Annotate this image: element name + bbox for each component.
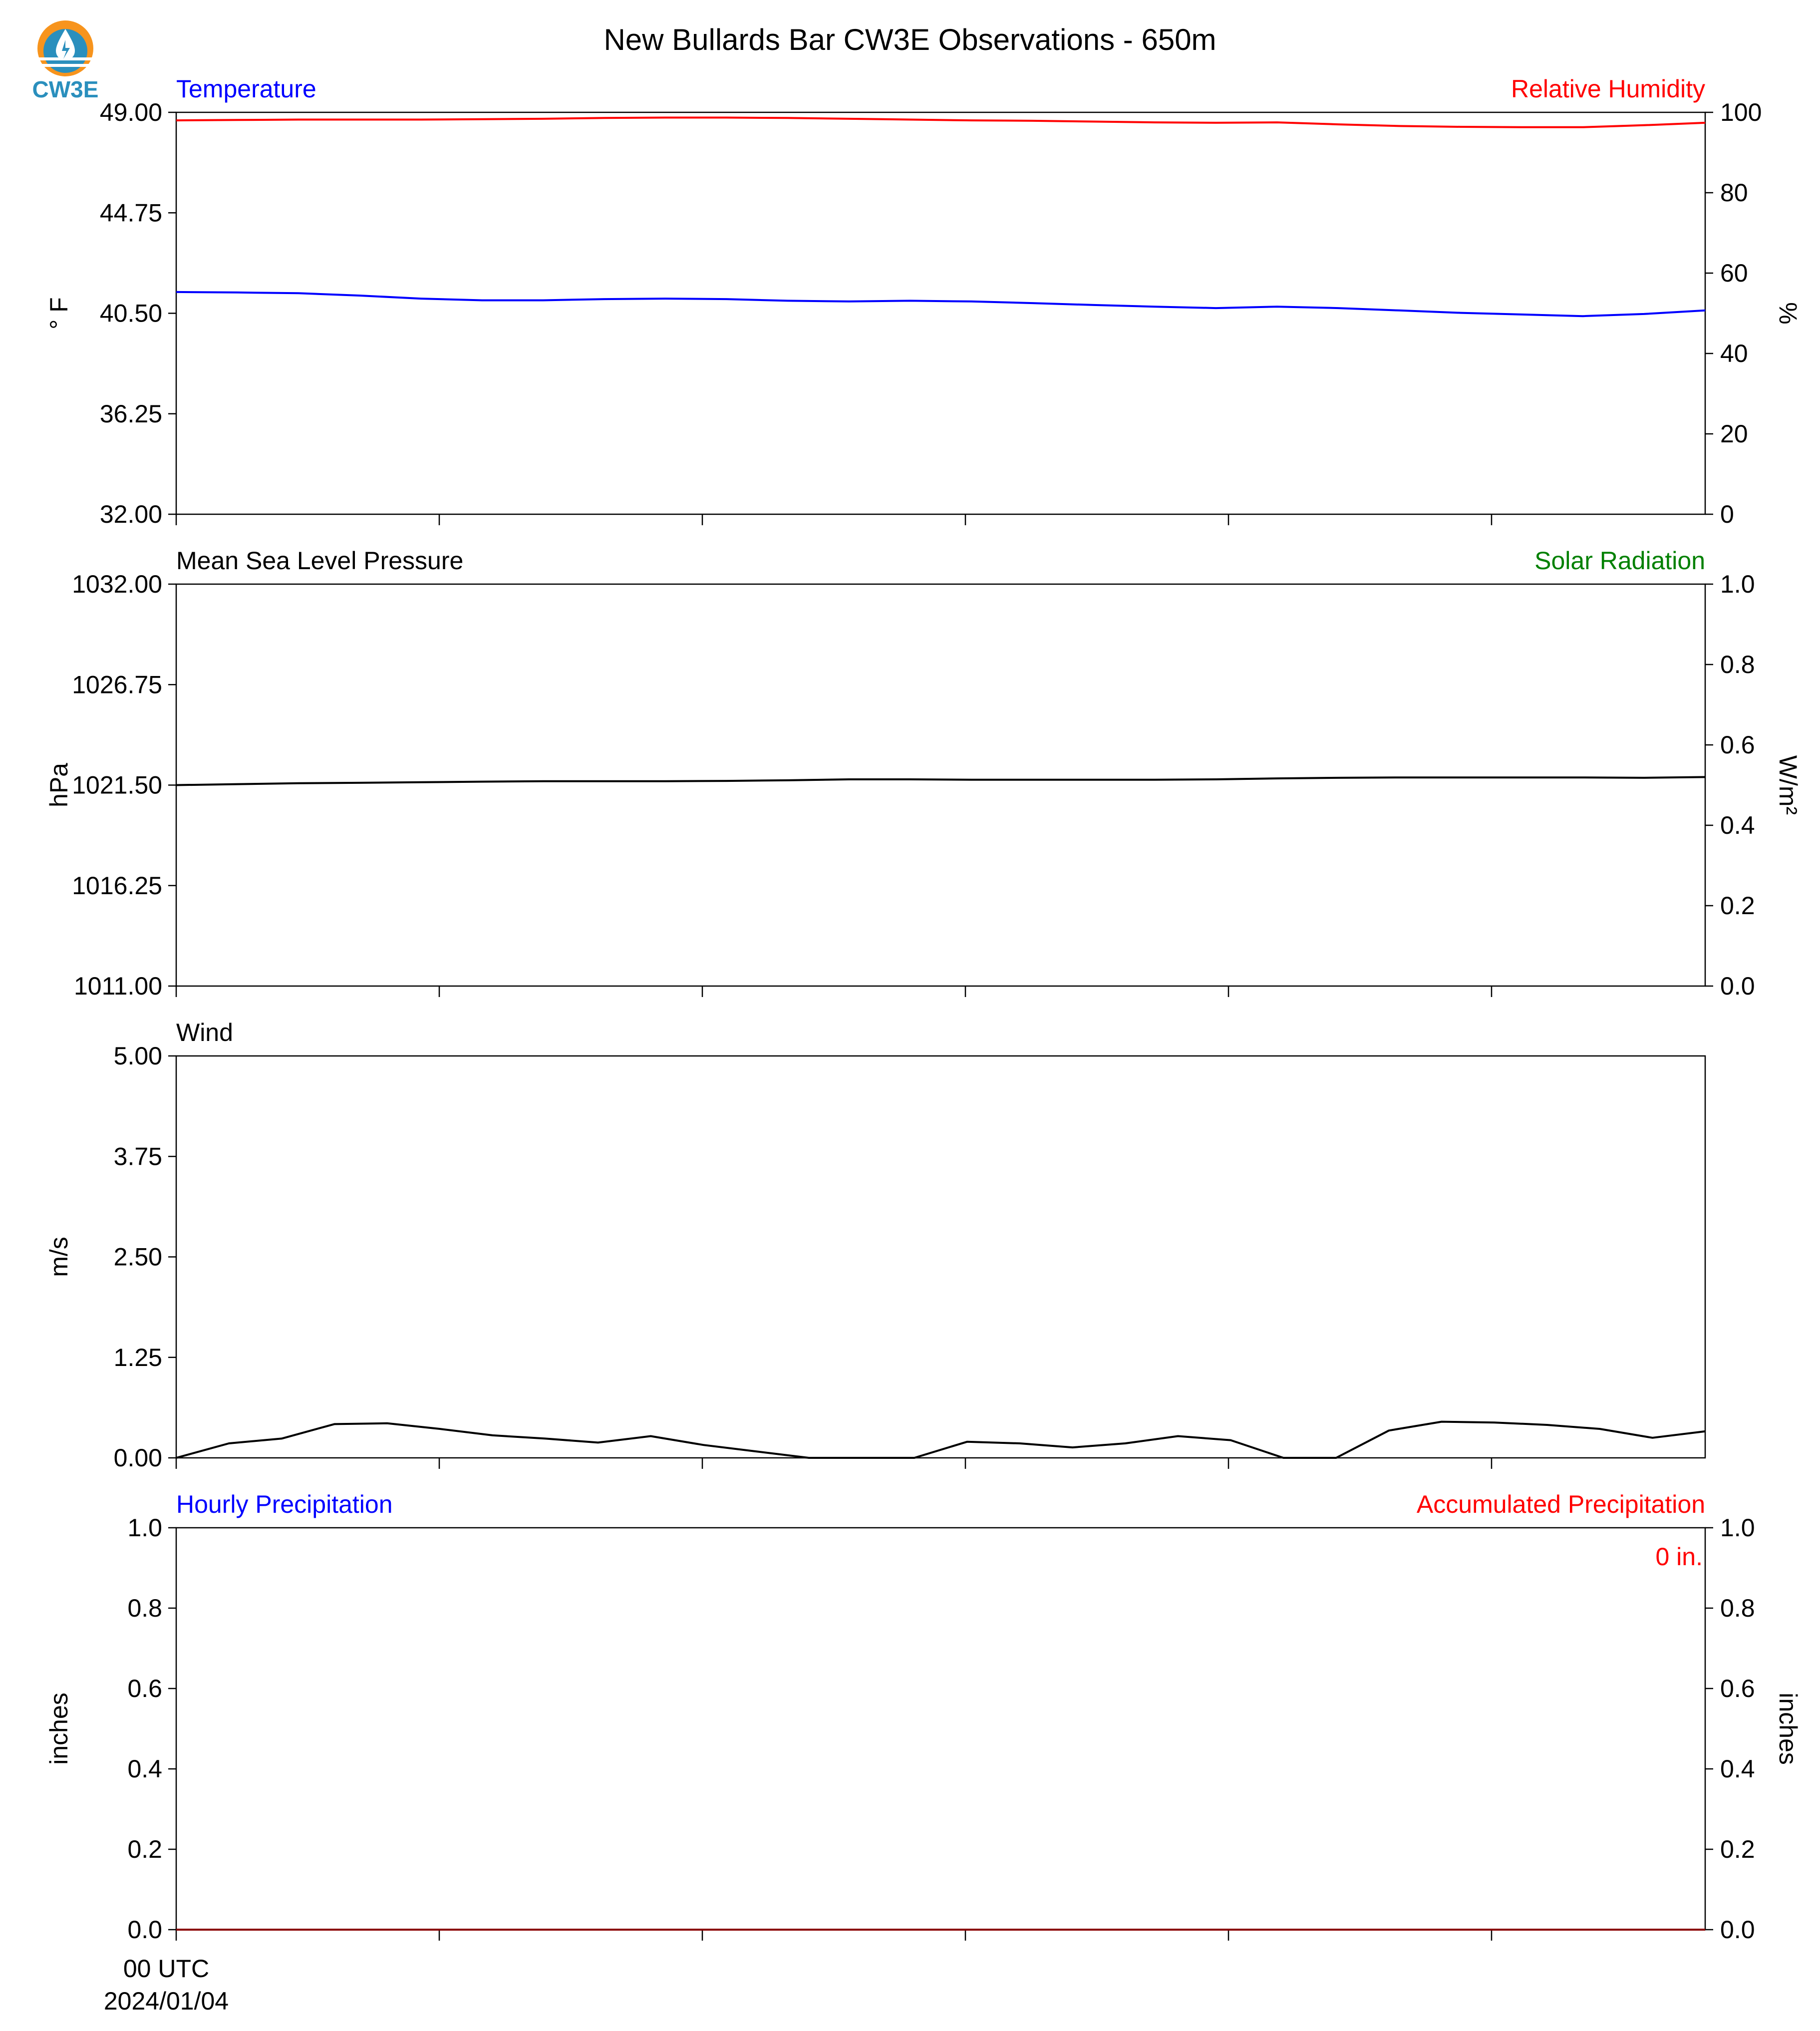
y-tick-label-right: 0.4 [1720, 811, 1755, 839]
logo-text: CW3E [32, 76, 99, 102]
series-line-1 [176, 776, 1706, 786]
y-tick-label-left: 1011.00 [74, 972, 162, 1000]
y-tick-label-left: 49.00 [100, 98, 162, 126]
y-axis-label-right: W/m² [1774, 755, 1802, 815]
panel-title-right: Relative Humidity [1511, 75, 1705, 103]
y-tick-label-right: 0.2 [1720, 892, 1755, 920]
series-line-2 [176, 116, 1706, 128]
y-tick-label-left: 44.75 [100, 199, 162, 227]
y-tick-label-left: 0.2 [127, 1835, 162, 1863]
panel-4: 0.0 0.2 0.4 0.6 0.8 1.0 0.0 0.2 0.4 0.6 0.8 1.0 Hour… [45, 1490, 1802, 1944]
cw3e-logo: CW3E [32, 20, 99, 102]
y-tick-label-right: 0.6 [1720, 731, 1755, 759]
series-line-1 [176, 291, 1706, 318]
y-tick-label-right: 0.0 [1720, 1916, 1755, 1944]
y-tick-label-right: 0.2 [1720, 1835, 1755, 1863]
y-axis-label-right: % [1774, 302, 1802, 324]
y-tick-label-right: 0.4 [1720, 1755, 1755, 1783]
y-tick-label-right: 80 [1720, 179, 1748, 207]
y-axis-label-right: inches [1774, 1692, 1802, 1765]
y-axis-label-left: m/s [45, 1237, 73, 1277]
y-tick-label-right: 1.0 [1720, 570, 1755, 598]
panel-title-left: Wind [176, 1018, 233, 1046]
y-tick-label-right: 0.0 [1720, 972, 1755, 1000]
y-tick-label-left: 36.25 [100, 400, 162, 428]
y-tick-label-left: 0.00 [114, 1444, 162, 1472]
series-line-1 [176, 1420, 1706, 1459]
x-tick-label-time: 00 UTC [123, 1955, 209, 1983]
panel-title-right: Solar Radiation [1534, 547, 1705, 575]
panel-title-left: Temperature [176, 75, 316, 103]
y-tick-label-right: 40 [1720, 339, 1748, 367]
panel-title-right: Accumulated Precipitation [1417, 1490, 1705, 1518]
y-tick-label-left: 40.50 [100, 300, 162, 328]
y-tick-label-right: 0.8 [1720, 1594, 1755, 1622]
y-tick-label-left: 2.50 [114, 1243, 162, 1271]
accumulated-total-label: 0 in. [1655, 1543, 1703, 1571]
y-tick-label-left: 32.00 [100, 500, 162, 528]
y-tick-label-right: 1.0 [1720, 1514, 1755, 1542]
panel-2: 1011.00 1016.25 1021.50 1026.75 1032.00 0.0 0.… [45, 547, 1802, 1000]
y-tick-label-left: 1032.00 [72, 570, 162, 598]
panel-3: 0.00 1.25 2.50 3.75 5.00 Wind m/s [45, 1018, 1706, 1472]
x-tick-label-date: 2024/01/04 [104, 1987, 229, 2015]
y-axis-label-left: ° F [45, 297, 73, 329]
y-tick-label-left: 5.00 [114, 1042, 162, 1070]
figure-title: New Bullards Bar CW3E Observations - 650… [604, 23, 1216, 56]
y-tick-label-right: 20 [1720, 420, 1748, 448]
y-axis-label-left: hPa [45, 763, 73, 807]
y-tick-label-left: 3.75 [114, 1142, 162, 1170]
y-tick-label-left: 1026.75 [72, 671, 162, 698]
panel-title-left: Mean Sea Level Pressure [176, 547, 463, 575]
y-tick-label-right: 60 [1720, 259, 1748, 287]
y-tick-label-right: 100 [1720, 98, 1762, 126]
y-tick-label-right: 0.8 [1720, 651, 1755, 678]
y-tick-label-left: 0.4 [127, 1755, 162, 1783]
y-tick-label-right: 0 [1720, 500, 1734, 528]
y-tick-label-left: 0.6 [127, 1675, 162, 1702]
y-tick-label-right: 0.6 [1720, 1675, 1755, 1702]
y-tick-label-left: 1021.50 [72, 771, 162, 799]
y-tick-label-left: 1.25 [114, 1344, 162, 1371]
y-tick-label-left: 0.0 [127, 1916, 162, 1944]
y-tick-label-left: 1.0 [127, 1514, 162, 1542]
y-tick-label-left: 1016.25 [72, 872, 162, 900]
panel-title-left: Hourly Precipitation [176, 1490, 393, 1518]
y-axis-label-left: inches [45, 1692, 73, 1765]
panel-1: 32.00 36.25 40.50 44.75 49.00 0 20 40 60 80 100 Tem… [45, 75, 1802, 528]
y-tick-label-left: 0.8 [127, 1594, 162, 1622]
